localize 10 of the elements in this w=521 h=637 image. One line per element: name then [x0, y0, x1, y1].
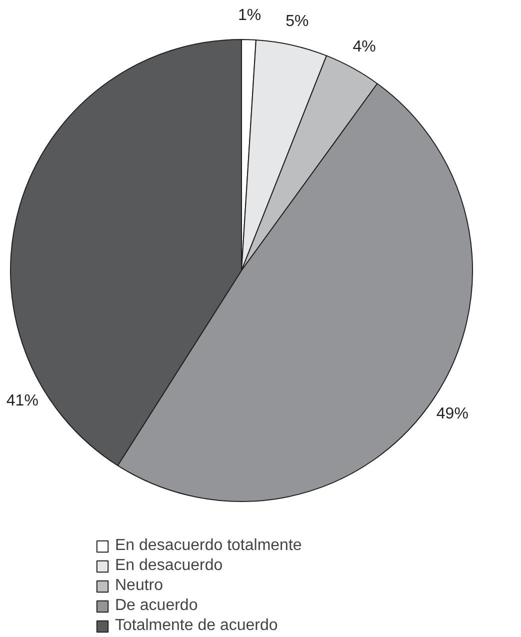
data-label: 5% [286, 13, 309, 30]
legend-label: De acuerdo [115, 597, 198, 615]
legend-label: Neutro [115, 577, 164, 595]
legend-label: Totalmente de acuerdo [115, 617, 278, 635]
data-label: 1% [238, 7, 262, 24]
legend-label: En desacuerdo totalmente [115, 537, 302, 555]
legend-label: En desacuerdo [115, 557, 223, 575]
data-label: 4% [352, 38, 376, 56]
data-label: 41% [6, 392, 38, 410]
data-label: 49% [436, 405, 468, 422]
